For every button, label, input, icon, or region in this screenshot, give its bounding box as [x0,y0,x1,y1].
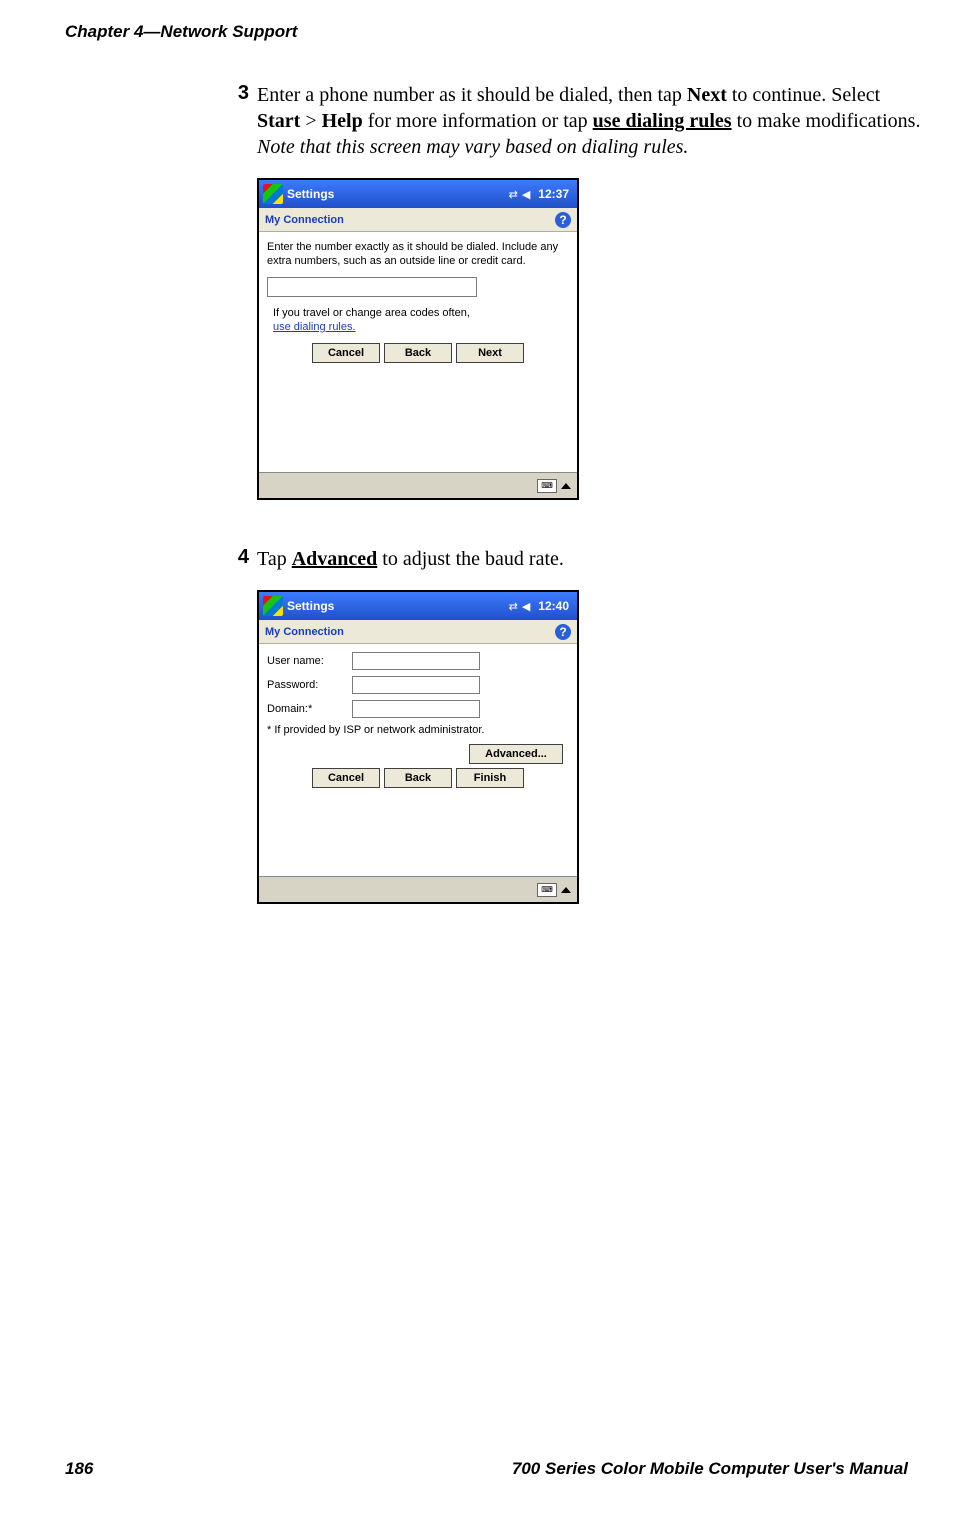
screenshot-2-body: User name: Password: Domain:* * If provi… [259,644,577,876]
start-flag-icon[interactable] [263,596,283,616]
instruction-text: Enter the number exactly as it should be… [267,240,569,269]
titlebar-time: 12:37 [538,187,569,201]
step-3: 3 Enter a phone number as it should be d… [225,82,923,160]
domain-input[interactable] [352,700,480,718]
connectivity-icon[interactable]: ⇄ [509,188,518,201]
subtitle-text: My Connection [265,626,344,638]
help-icon[interactable]: ? [555,624,571,640]
hint-text: If you travel or change area codes often… [273,307,569,319]
page-number: 186 [65,1459,93,1479]
connectivity-icon[interactable]: ⇄ [509,600,518,613]
section-label: Network Support [160,22,297,42]
username-row: User name: [267,652,569,670]
cancel-button[interactable]: Cancel [312,768,380,788]
keyboard-icon[interactable]: ⌨ [537,883,557,897]
username-label: User name: [267,655,352,667]
step-3-note: Note that this screen may vary based on … [257,136,688,158]
titlebar-title: Settings [287,599,334,613]
advanced-row: Advanced... [267,744,569,764]
taskbar: ⌨ [259,876,577,902]
use-dialing-rules-link[interactable]: use dialing rules. [273,321,569,333]
header-dash: — [143,22,160,42]
password-label: Password: [267,679,352,691]
titlebar-title: Settings [287,187,334,201]
domain-footnote: * If provided by ISP or network administ… [267,724,569,736]
back-button[interactable]: Back [384,768,452,788]
taskbar: ⌨ [259,472,577,498]
volume-icon[interactable]: ◀ [522,600,530,613]
start-bold: Start [257,110,300,132]
screenshot-2: Settings ⇄ ◀ 12:40 My Connection ? User … [257,590,579,904]
page-content: 3 Enter a phone number as it should be d… [225,82,923,950]
manual-title: 700 Series Color Mobile Computer User's … [512,1459,908,1479]
use-dialing-rules-bold: use dialing rules [593,110,732,132]
password-row: Password: [267,676,569,694]
volume-icon[interactable]: ◀ [522,188,530,201]
phone-number-input[interactable] [267,277,477,297]
subtitlebar: My Connection ? [259,620,577,644]
button-row: Cancel Back Finish [267,768,569,788]
advanced-button[interactable]: Advanced... [469,744,563,764]
subtitlebar: My Connection ? [259,208,577,232]
menu-up-icon[interactable] [561,887,571,893]
page-footer: 186 700 Series Color Mobile Computer Use… [65,1459,908,1479]
chapter-label: Chapter 4 [65,22,143,42]
screenshot-1-body: Enter the number exactly as it should be… [259,232,577,472]
help-icon[interactable]: ? [555,212,571,228]
step-3-text: Enter a phone number as it should be dia… [257,82,923,160]
screenshot-1: Settings ⇄ ◀ 12:37 My Connection ? Enter… [257,178,579,500]
step-4-number: 4 [225,546,249,572]
password-input[interactable] [352,676,480,694]
step-4-text: Tap Advanced to adjust the baud rate. [257,546,564,572]
domain-row: Domain:* [267,700,569,718]
next-button[interactable]: Next [456,343,524,363]
subtitle-text: My Connection [265,214,344,226]
step-4: 4 Tap Advanced to adjust the baud rate. [225,546,923,572]
domain-label: Domain:* [267,703,352,715]
titlebar: Settings ⇄ ◀ 12:40 [259,592,577,620]
username-input[interactable] [352,652,480,670]
button-row: Cancel Back Next [267,343,569,363]
titlebar-time: 12:40 [538,599,569,613]
start-flag-icon[interactable] [263,184,283,204]
titlebar: Settings ⇄ ◀ 12:37 [259,180,577,208]
advanced-bold: Advanced [292,548,378,570]
menu-up-icon[interactable] [561,483,571,489]
back-button[interactable]: Back [384,343,452,363]
cancel-button[interactable]: Cancel [312,343,380,363]
keyboard-icon[interactable]: ⌨ [537,479,557,493]
finish-button[interactable]: Finish [456,768,524,788]
page-header: Chapter 4 — Network Support [65,22,908,42]
step-3-number: 3 [225,82,249,160]
next-bold: Next [687,84,727,106]
help-bold: Help [322,110,363,132]
